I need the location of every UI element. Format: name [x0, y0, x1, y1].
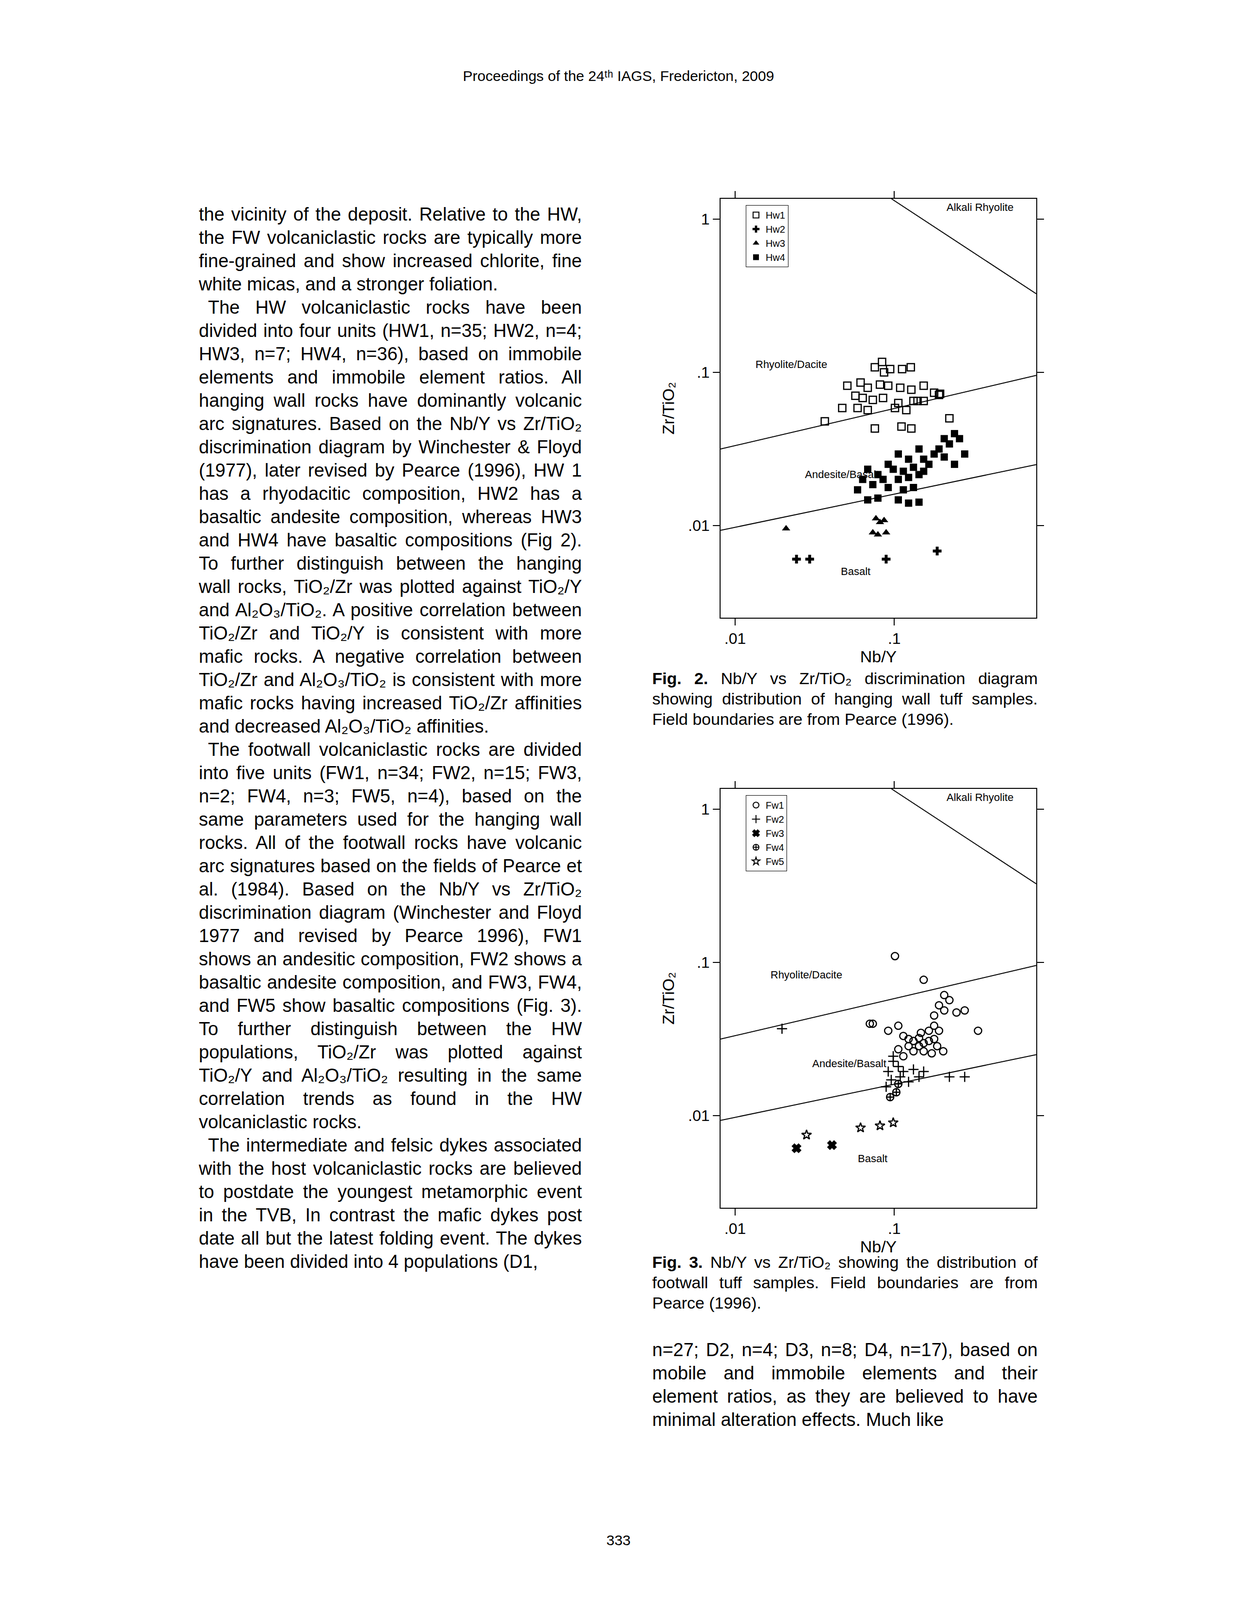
svg-text:Nb/Y: Nb/Y: [860, 647, 898, 666]
svg-text:Zr/TiO₂: Zr/TiO₂: [658, 382, 678, 435]
svg-text:Andesite/Basalt: Andesite/Basalt: [812, 1057, 887, 1070]
html-text:Proceedings of the 24ᵗʰ IAGS,: Proceedings of the 24ᵗʰ IAGS, Fredericto…: [462, 67, 775, 84]
svg-text:Hw4: Hw4: [765, 252, 786, 263]
svg-text:Nb/Y: Nb/Y: [860, 1237, 897, 1257]
html-text:the vicinity of the deposit. R: the vicinity of the deposit. Relative to…: [198, 204, 582, 295]
svg-text:.1: .1: [696, 363, 710, 382]
svg-text:Fw5: Fw5: [765, 856, 785, 868]
html-text:333: 333: [606, 1532, 631, 1549]
svg-text:Alkali Rhyolite: Alkali Rhyolite: [946, 791, 1014, 804]
svg-text:.01: .01: [724, 629, 746, 648]
svg-text:Zr/TiO₂: Zr/TiO₂: [658, 972, 678, 1025]
svg-text:.1: .1: [887, 629, 901, 648]
svg-text:Rhyolite/Dacite: Rhyolite/Dacite: [755, 358, 828, 371]
html-text:n=27; D2, n=4; D3, n=8; D4, n=: n=27; D2, n=4; D3, n=8; D4, n=17), based…: [652, 1339, 1038, 1430]
svg-text:Fw4: Fw4: [765, 842, 785, 853]
svg-text:Basalt: Basalt: [840, 565, 871, 578]
svg-text:Fw3: Fw3: [765, 828, 785, 839]
svg-text:Basalt: Basalt: [857, 1152, 888, 1165]
html-text:The footwall volcaniclastic ro: The footwall volcaniclastic rocks are di…: [198, 739, 582, 1133]
svg-text:Hw3: Hw3: [765, 238, 786, 249]
svg-text:Hw2: Hw2: [765, 224, 786, 235]
svg-text:Hw1: Hw1: [765, 209, 786, 221]
svg-text:1: 1: [701, 800, 710, 819]
svg-text:Andesite/Basalt: Andesite/Basalt: [804, 468, 880, 481]
svg-text:.1: .1: [696, 953, 710, 972]
svg-text:Alkali Rhyolite: Alkali Rhyolite: [946, 201, 1014, 214]
svg-text:.1: .1: [887, 1220, 901, 1238]
svg-text:.01: .01: [688, 1107, 710, 1125]
svg-text:Rhyolite/Dacite: Rhyolite/Dacite: [770, 968, 843, 981]
html-text:Fig. 2. Nb/Y vs Zr/TiO₂ discri: Fig. 2. Nb/Y vs Zr/TiO₂ discrimination d…: [652, 669, 1038, 729]
html-text:The intermediate and felsic dy: The intermediate and felsic dykes associ…: [198, 1135, 582, 1272]
svg-text:.01: .01: [724, 1220, 746, 1238]
html-text:Fig. 3. Nb/Y vs Zr/TiO₂ showin: Fig. 3. Nb/Y vs Zr/TiO₂ showing the dist…: [652, 1253, 1038, 1313]
svg-text:Fw2: Fw2: [765, 814, 785, 825]
svg-text:Fw1: Fw1: [765, 800, 785, 811]
svg-text:.01: .01: [688, 516, 710, 535]
svg-text:1: 1: [701, 210, 710, 228]
html-text:The HW volcaniclastic rocks ha: The HW volcaniclastic rocks have been di…: [198, 297, 582, 737]
